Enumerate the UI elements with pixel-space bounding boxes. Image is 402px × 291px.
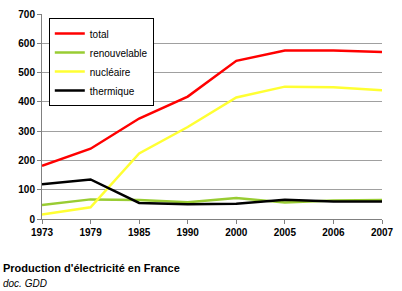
svg-text:2005: 2005 (274, 227, 297, 238)
svg-text:thermique: thermique (90, 86, 135, 97)
svg-text:400: 400 (18, 96, 35, 107)
svg-text:300: 300 (18, 126, 35, 137)
svg-text:doc. GDD: doc. GDD (3, 278, 47, 289)
svg-text:100: 100 (18, 184, 35, 195)
svg-text:700: 700 (18, 9, 35, 20)
svg-text:1979: 1979 (79, 227, 102, 238)
svg-text:Production d'électricité en Fr: Production d'électricité en France (3, 262, 180, 274)
svg-text:200: 200 (18, 155, 35, 166)
svg-text:2006: 2006 (322, 227, 345, 238)
svg-text:renouvelable: renouvelable (90, 48, 148, 59)
svg-text:1990: 1990 (177, 227, 200, 238)
svg-text:1985: 1985 (128, 227, 151, 238)
svg-text:2000: 2000 (225, 227, 248, 238)
svg-text:2007: 2007 (371, 227, 394, 238)
svg-text:600: 600 (18, 38, 35, 49)
svg-text:1973: 1973 (31, 227, 54, 238)
svg-text:0: 0 (29, 214, 35, 225)
svg-text:total: total (90, 29, 109, 40)
svg-text:nucléaire: nucléaire (90, 67, 131, 78)
svg-text:500: 500 (18, 67, 35, 78)
